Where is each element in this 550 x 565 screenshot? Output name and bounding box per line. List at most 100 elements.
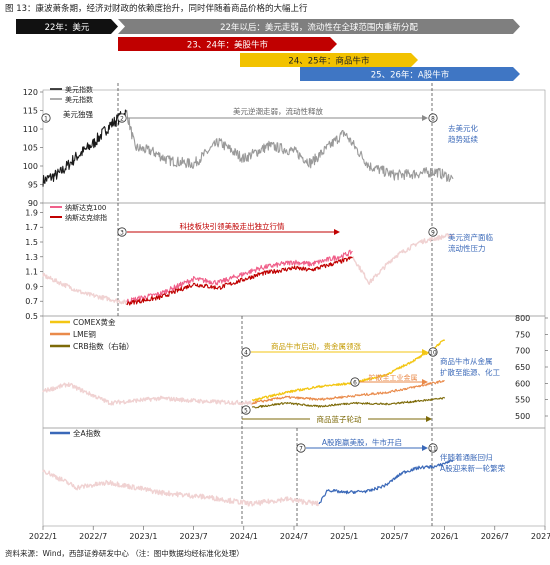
phase-band-2 bbox=[118, 19, 520, 34]
p1-ytick-label-2: 100 bbox=[23, 162, 38, 171]
p2-ytick-label-3: 1.1 bbox=[25, 268, 38, 277]
p3-marker-6 bbox=[350, 377, 360, 387]
p2-annot-3: 科技板块引领美股走出独立行情 bbox=[180, 221, 285, 231]
xtick-label-10: 2027/1 bbox=[531, 532, 550, 541]
p1-marker-2-label: 2 bbox=[120, 116, 124, 122]
p2-ytick-label-4: 1.3 bbox=[25, 253, 38, 262]
xtick-label-9: 2026/7 bbox=[481, 532, 509, 541]
p4-annot-7: A股跑赢美股，牛市开启 bbox=[322, 437, 402, 447]
p1-marker-8-label: 8 bbox=[431, 116, 435, 122]
p1-ytick-label-3: 105 bbox=[23, 144, 38, 153]
xtick-label-6: 2025/1 bbox=[330, 532, 358, 541]
p3-y2tick-label-2: 600 bbox=[515, 379, 530, 388]
xtick-label-1: 2022/7 bbox=[79, 532, 107, 541]
p4-legend-label-1: 全A指数 bbox=[73, 428, 101, 438]
phase-band-4 bbox=[240, 53, 418, 67]
p3-y2tick-label-0: 500 bbox=[515, 412, 530, 421]
phase-label-5: 25、26年：A股牛市 bbox=[371, 70, 450, 81]
p1-series-usd-weak bbox=[126, 110, 454, 183]
p3-y2tick-label-6: 800 bbox=[515, 314, 530, 323]
xtick-label-8: 2026/1 bbox=[431, 532, 459, 541]
p2-ytick-label-6: 1.7 bbox=[25, 223, 38, 232]
p1-legend-label-1: 美元指数 bbox=[65, 85, 93, 94]
p2-marker-3-label: 3 bbox=[120, 230, 124, 236]
p3-annot-5: 商品蓝子轮动 bbox=[317, 414, 362, 424]
p3-y2tick-label-5: 750 bbox=[515, 330, 530, 339]
p1-ytick-label-4: 110 bbox=[23, 125, 38, 134]
p3-series-copper bbox=[251, 380, 445, 405]
p3-arrow-6-head bbox=[422, 379, 428, 385]
p3-series-crb bbox=[251, 396, 446, 409]
p2-ytick-label-5: 1.5 bbox=[25, 238, 38, 247]
p2-ytick-label-7: 1.9 bbox=[25, 208, 38, 217]
xtick-label-4: 2024/1 bbox=[230, 532, 258, 541]
p4-marker-11-label: 11 bbox=[429, 446, 437, 452]
figure-source: 资料来源：Wind，西部证券研发中心 （注：图中数据均经标准化处理） bbox=[5, 549, 244, 558]
p2-marker-9-label: 9 bbox=[431, 230, 435, 236]
p1-annot-8: 去美元化趋势延续 bbox=[448, 123, 478, 144]
p1-annot-2: 美元逆潮走弱，流动性释放 bbox=[233, 106, 323, 116]
p4-annot-11: 伴随着通胀回归 A股迎来新一轮繁荣 bbox=[440, 452, 506, 473]
p3-series-gold bbox=[251, 339, 446, 402]
p1-marker-1 bbox=[41, 113, 51, 123]
phase-band-1 bbox=[16, 19, 118, 34]
phase-band-3 bbox=[118, 37, 337, 51]
p3-y2tick-label-1: 550 bbox=[515, 396, 530, 405]
p4-series-alla bbox=[318, 459, 454, 505]
p3-y2tick-label-3: 650 bbox=[515, 363, 530, 372]
p3-marker-10-label: 10 bbox=[429, 350, 437, 356]
p2-series-comp bbox=[126, 256, 353, 306]
p3-marker-4 bbox=[241, 347, 251, 357]
p2-faint-history bbox=[42, 272, 128, 305]
p2-faint-after bbox=[352, 233, 454, 285]
xtick-label-0: 2022/1 bbox=[29, 532, 57, 541]
p1-legend-label-2: 美元指数 bbox=[65, 95, 93, 104]
p1-arrow-2-head bbox=[422, 115, 428, 121]
p2-ytick-label-2: 0.9 bbox=[25, 282, 38, 291]
p2-marker-9 bbox=[428, 227, 438, 237]
panel-frame-4 bbox=[42, 427, 546, 527]
p3-annot-10: 商品牛市从金属扩散至能源、化工 bbox=[440, 356, 500, 377]
p2-series-ndx100 bbox=[126, 249, 353, 304]
p1-marker-2 bbox=[117, 113, 127, 123]
phase-label-4: 24、25年：商品牛市 bbox=[288, 56, 370, 67]
p4-marker-11 bbox=[428, 443, 438, 453]
p3-annot-6: 扩散至工业金属 bbox=[369, 373, 418, 382]
p1-ytick-label-0: 90 bbox=[28, 199, 38, 208]
p3-marker-5-label: 5 bbox=[244, 408, 248, 414]
p3-marker-4-label: 4 bbox=[244, 350, 248, 356]
p2-ytick-label-1: 0.7 bbox=[25, 297, 38, 306]
p3-marker-10 bbox=[428, 347, 438, 357]
p2-annot-9: 美元资产面临流动性压力 bbox=[448, 232, 493, 253]
p3-y2tick-label-4: 700 bbox=[515, 347, 530, 356]
p3-annot-4: 商品牛市启动，贵金属领涨 bbox=[271, 341, 361, 351]
xtick-label-3: 2023/7 bbox=[180, 532, 208, 541]
phase-band-5 bbox=[300, 67, 520, 81]
p2-legend-label-1: 纳斯达克100 bbox=[65, 203, 106, 212]
p3-arrow-4-head bbox=[422, 349, 428, 355]
p1-annot-1: 美元独强 bbox=[63, 109, 93, 119]
p2-legend-label-2: 纳斯达克综指 bbox=[65, 213, 107, 222]
xtick-label-2: 2023/1 bbox=[129, 532, 157, 541]
p2-marker-3 bbox=[117, 227, 127, 237]
p3-annot-5-bg bbox=[310, 413, 368, 425]
xtick-label-7: 2025/7 bbox=[380, 532, 408, 541]
p4-arrow-7-head bbox=[422, 445, 428, 451]
p2-arrow-3-head bbox=[334, 229, 340, 235]
p3-legend-label-2: LME铜 bbox=[73, 329, 96, 339]
figure-title: 图 13：康波萧条期，经济对财政的依赖度抬升，同时伴随着商品价格的大幅上行 bbox=[5, 4, 308, 14]
p1-series-usd-strong bbox=[42, 109, 128, 187]
p1-ytick-label-5: 115 bbox=[23, 107, 38, 116]
p1-ytick-label-6: 120 bbox=[23, 88, 38, 97]
phase-label-2: 22年以后：美元走弱，流动性在全球范围内重新分配 bbox=[220, 22, 418, 33]
phase-label-1: 22年：美元 bbox=[45, 22, 90, 33]
p3-marker-5 bbox=[241, 405, 251, 415]
p3-legend-label-3: CRB指数（右轴） bbox=[73, 341, 134, 351]
p4-marker-7-label: 7 bbox=[299, 446, 303, 452]
p3-legend-label-1: COMEX黄金 bbox=[73, 317, 116, 327]
p4-faint-history bbox=[42, 469, 320, 507]
p1-marker-1-label: 1 bbox=[44, 116, 48, 122]
phase-label-3: 23、24年：美股牛市 bbox=[187, 40, 269, 51]
